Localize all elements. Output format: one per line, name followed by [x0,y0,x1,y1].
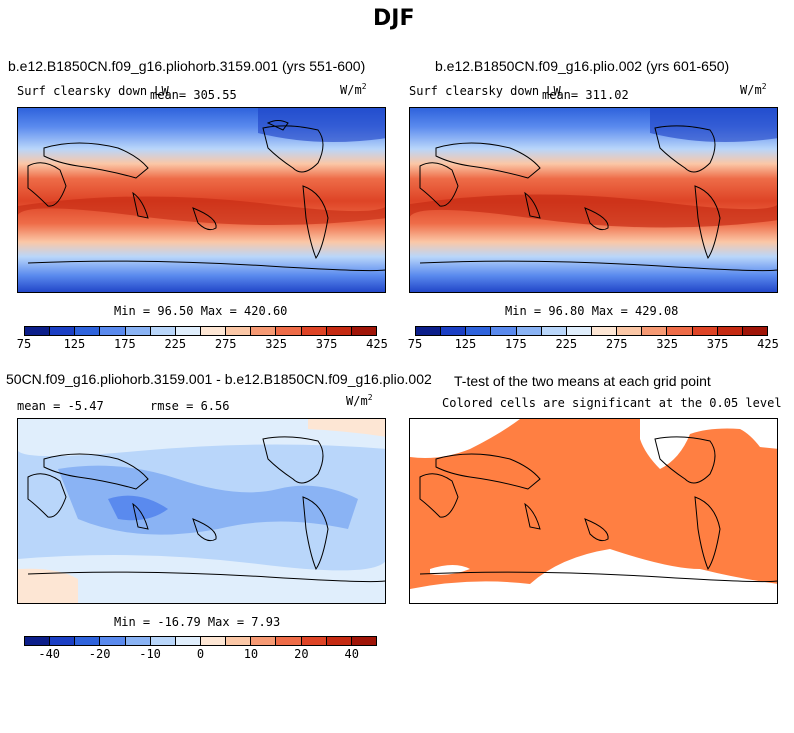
colorbar-tick-label: 175 [505,337,527,351]
colorbar-swatch [200,637,227,645]
panel1-units: W/m2 [340,82,367,97]
colorbar-swatch [667,327,693,335]
colorbar-tick-label: 375 [315,337,338,351]
panel4-map-svg [410,419,777,603]
colorbar-tick-label: 75 [407,337,423,351]
colorbar-swatch [326,327,352,335]
colorbar-swatch [717,327,743,335]
colorbar-swatch [50,327,76,335]
panel2-stats: Min = 96.80 Max = 429.08 [505,304,679,318]
colorbar-tick-label: 325 [265,337,287,351]
colorbar-swatch [276,327,302,335]
colorbar-tick-label: 425 [366,337,388,351]
colorbar-swatch [175,637,201,645]
panel2-map-svg [410,108,777,292]
panel1-title: b.e12.B1850CN.f09_g16.pliohorb.3159.001 … [8,58,366,74]
colorbar-tick-label: 20 [294,647,309,661]
colorbar-tick-label: 325 [656,337,678,351]
panel2-units: W/m2 [740,82,767,97]
colorbar-tick-label: 175 [114,337,136,351]
panel4-coastlines [419,436,777,583]
panel1-map-svg [18,108,385,292]
colorbar-swatch [466,327,492,335]
colorbar-tick-label: -20 [88,647,111,661]
colorbar-swatch [251,637,277,645]
colorbar-swatch [276,637,302,645]
colorbar-swatch [75,327,101,335]
colorbar-swatch [516,327,542,335]
panel2-coastlines [419,125,777,272]
colorbar-tick-label: 225 [555,337,578,351]
colorbar-tick-label: 275 [214,337,237,351]
colorbar-swatch [541,327,567,335]
colorbar-swatch [351,637,376,645]
panel1-mean: mean= 305.55 [150,88,237,102]
colorbar-tick-label: 275 [605,337,628,351]
colorbar-swatch [100,637,126,645]
figure-title: DJF [373,6,415,31]
panel1-map [17,107,386,293]
colorbar-swatch [416,327,442,335]
panel3-units: W/m2 [346,393,373,408]
colorbar-swatch [226,637,252,645]
colorbar-swatch [25,327,51,335]
colorbar-tick-label: 40 [344,647,360,661]
panel4-title: T-test of the two means at each grid poi… [454,373,711,389]
colorbar-swatch [200,327,227,335]
colorbar-tick-label: 0 [196,647,205,661]
panel3-coastlines [27,436,385,583]
colorbar-swatch [50,637,76,645]
colorbar-swatch [351,327,376,335]
panel1-stats: Min = 96.50 Max = 420.60 [114,304,288,318]
colorbar-swatch [175,327,201,335]
colorbar-swatch [301,327,327,335]
colorbar-swatch [326,637,352,645]
panel1-colorbar [24,326,377,336]
colorbar-swatch [441,327,467,335]
colorbar-swatch [491,327,517,335]
colorbar-tick-label: 125 [454,337,477,351]
colorbar-swatch [617,327,643,335]
panel2-title: b.e12.B1850CN.f09_g16.plio.002 (yrs 601-… [435,58,730,74]
colorbar-swatch [125,327,151,335]
panel2-subtitle: Surf clearsky down LW [409,84,561,98]
panel1-subtitle: Surf clearsky down LW [17,84,169,98]
colorbar-swatch [566,327,592,335]
panel4-map [409,418,778,604]
panel3-rmse: rmse = 6.56 [150,399,230,413]
colorbar-swatch [251,327,277,335]
colorbar-tick-label: -10 [139,647,161,661]
panel2-map [409,107,778,293]
panel2-mean: mean= 311.02 [542,88,629,102]
colorbar-swatch [125,637,151,645]
colorbar-swatch [591,327,618,335]
panel3-stats: Min = -16.79 Max = 7.93 [114,615,281,629]
colorbar-swatch [25,637,51,645]
colorbar-swatch [301,637,327,645]
panel4-subtitle: Colored cells are significant at the 0.0… [442,396,782,410]
panel3-map [17,418,386,604]
colorbar-swatch [150,327,176,335]
colorbar-swatch [642,327,668,335]
panel3-map-svg [18,419,385,603]
panel3-mean: mean = -5.47 [17,399,104,413]
colorbar-tick-label: 225 [164,337,187,351]
panel2-colorbar [415,326,768,336]
colorbar-swatch [100,327,126,335]
panel3-colorbar [24,636,377,646]
colorbar-swatch [226,327,252,335]
panel3-title: 50CN.f09_g16.pliohorb.3159.001 - b.e12.B… [6,371,432,387]
colorbar-swatch [150,637,176,645]
colorbar-tick-label: 425 [757,337,779,351]
colorbar-tick-label: 75 [16,337,32,351]
colorbar-tick-label: 375 [706,337,729,351]
colorbar-swatch [742,327,767,335]
panel1-coastlines [27,120,385,272]
colorbar-tick-label: -40 [38,647,61,661]
colorbar-tick-label: 125 [63,337,86,351]
colorbar-swatch [692,327,718,335]
colorbar-swatch [75,637,101,645]
colorbar-tick-label: 10 [243,647,259,661]
